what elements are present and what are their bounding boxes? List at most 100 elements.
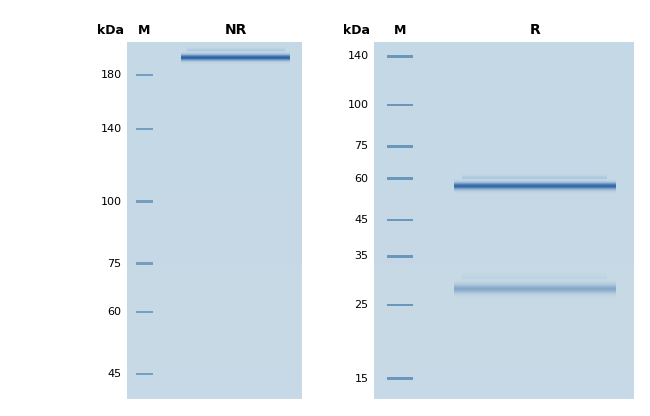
Bar [374,341,634,346]
Bar [127,337,302,341]
Bar [127,319,302,323]
Bar [127,91,302,95]
Bar [127,287,302,292]
Bar [374,113,634,118]
Bar [127,64,302,68]
Bar [374,207,634,211]
Bar [136,128,153,130]
Bar [127,50,302,55]
Bar [374,310,634,314]
Bar [127,86,302,91]
Text: 75: 75 [107,259,122,269]
Bar [374,167,634,171]
Bar [127,220,302,225]
Bar [374,180,634,185]
Bar [374,274,634,279]
Bar [374,279,634,283]
Bar [127,261,302,265]
Bar [374,337,634,341]
Bar [136,74,153,76]
Bar [374,46,634,50]
Bar [127,350,302,354]
Bar [127,82,302,86]
Bar [127,100,302,104]
Bar [136,373,153,375]
Bar [374,68,634,73]
Bar [127,270,302,274]
Bar [127,140,302,144]
Bar [127,386,302,390]
Bar [127,225,302,230]
Text: 100: 100 [101,197,122,207]
Bar [374,122,634,126]
Bar [127,238,302,243]
Bar [127,252,302,256]
Bar [127,283,302,287]
Text: 180: 180 [100,70,122,80]
Bar [374,64,634,68]
Bar [374,373,634,377]
Bar [127,136,302,140]
Bar [127,176,302,180]
Bar [127,301,302,305]
Bar [127,373,302,377]
Bar [127,77,302,82]
Bar [374,216,634,220]
Text: 60: 60 [107,307,122,317]
Bar [374,198,634,203]
Bar [136,201,153,203]
Bar [127,154,302,158]
Bar [127,59,302,64]
Text: NR: NR [224,23,247,37]
Bar [374,225,634,230]
Bar [127,377,302,381]
Bar [127,332,302,337]
Bar [374,220,634,225]
Bar [127,212,302,216]
Bar [374,230,634,234]
Bar [127,55,302,59]
Bar [127,297,302,301]
Bar [374,126,634,131]
Bar [374,261,634,265]
Bar [127,216,302,220]
Bar [374,305,634,310]
Bar [127,149,302,154]
Bar [127,341,302,346]
Bar [374,390,634,395]
Bar [127,180,302,185]
Bar [374,319,634,323]
Bar [127,95,302,100]
Bar [387,177,413,180]
Bar [374,292,634,297]
Bar [387,55,413,57]
Bar [374,359,634,364]
Bar [127,193,302,198]
Bar [374,154,634,158]
Bar [127,323,302,328]
Bar [127,185,302,189]
Bar [374,323,634,328]
Bar [127,314,302,319]
Bar [374,381,634,386]
Bar [387,255,413,258]
Bar [127,46,302,50]
Bar [127,359,302,364]
Bar [374,77,634,82]
Text: 140: 140 [100,124,122,134]
Bar [374,136,634,140]
Bar [387,219,413,221]
Bar [374,193,634,198]
Bar [374,256,634,261]
Bar [374,109,634,113]
Bar [374,104,634,109]
Bar [374,314,634,319]
Bar [127,68,302,73]
Bar [387,104,413,106]
Bar [374,140,634,144]
Bar [374,162,634,167]
Bar [374,118,634,122]
Bar [374,176,634,180]
Bar [127,198,302,203]
Bar [374,50,634,55]
